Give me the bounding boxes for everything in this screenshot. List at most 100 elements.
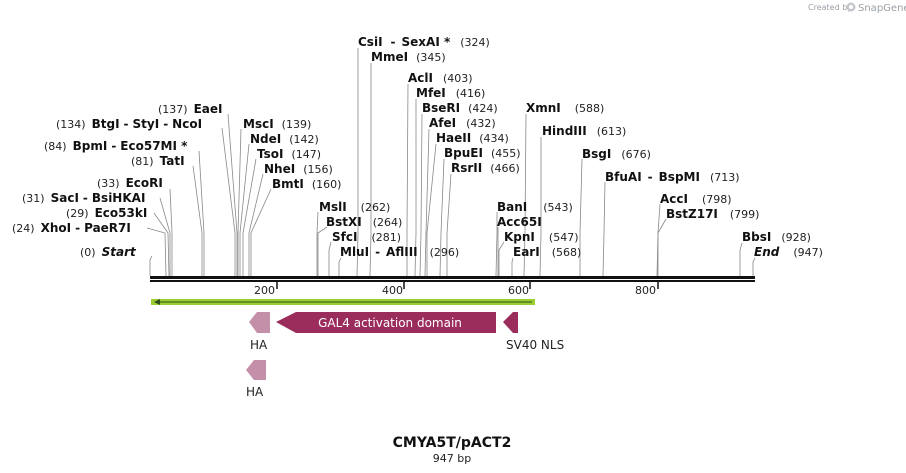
leader-bsgi (579, 158, 583, 276)
enzyme-labels: (0) Start (24) XhoI - PaeR7I (29) Eco53kI (31… (12, 35, 823, 259)
leader-afei (424, 128, 430, 277)
leader-hindiii (539, 137, 542, 277)
enzyme-label-xhoi[interactable]: (24) XhoI - PaeR7I (12, 221, 131, 235)
leader-ndei (239, 143, 250, 276)
enzyme-label-eari[interactable]: EarI (568) (513, 245, 581, 259)
enzyme-label-bpmi[interactable]: (84) BpmI - Eco57MI * (44, 139, 188, 153)
leader-acli (406, 83, 409, 276)
enzyme-label-csii[interactable]: CsiI - SexAI * (324) (358, 35, 490, 49)
enzyme-label-eco53ki[interactable]: (29) Eco53kI (66, 206, 147, 220)
start-label[interactable]: (0) Start (80, 245, 137, 259)
leader-tsoi (242, 158, 257, 276)
leader-rsrii (446, 173, 452, 276)
enzyme-label-bpuei[interactable]: BpuEI (455) (444, 146, 521, 160)
leader-eco53ki (153, 212, 170, 277)
enzyme-label-msci[interactable]: MscI (139) (243, 117, 311, 131)
leader-mfei (414, 99, 417, 277)
enzyme-label-mfei[interactable]: MfeI (416) (416, 86, 485, 100)
ruler-label-400: 400 (382, 284, 403, 297)
feature-label-ha-1: HA (250, 338, 268, 352)
leader-bani (495, 212, 498, 277)
enzyme-label-rsrii[interactable]: RsrII (466) (451, 161, 520, 175)
enzyme-label-acci[interactable]: AccI (798) (660, 192, 732, 206)
leader-tati (192, 165, 203, 276)
enzyme-label-msli[interactable]: MslI (262) (319, 200, 390, 214)
feature-ha-2[interactable]: HA (246, 360, 266, 399)
leader-msci (237, 128, 242, 276)
enzyme-label-sfci[interactable]: SfcI (281) (332, 230, 401, 244)
enzyme-label-mlui[interactable]: MluI - AflIII (296) (340, 245, 459, 259)
leader-nhei (248, 173, 264, 276)
leader-haeii (426, 143, 437, 276)
enzyme-label-ecori[interactable]: (33) EcoRI (97, 176, 163, 190)
leader-bpmi (198, 150, 205, 276)
enzyme-label-haeii[interactable]: HaeII (434) (436, 131, 509, 145)
leader-mlui (338, 257, 342, 276)
enzyme-label-ndei[interactable]: NdeI (142) (250, 132, 319, 146)
leader-bpuei (439, 158, 445, 277)
enzyme-label-bbsi[interactable]: BbsI (928) (742, 230, 811, 244)
feature-label-gal4: GAL4 activation domain (318, 316, 462, 330)
leader-bfuai (602, 181, 606, 277)
leader-bstxi (317, 226, 328, 276)
enzyme-label-afei[interactable]: AfeI (432) (429, 116, 496, 130)
snapgene-credit: Created by SnapGene (808, 2, 906, 14)
feature-label-sv40-nls: SV40 NLS (506, 338, 564, 352)
feature-ha-1[interactable]: HA (249, 312, 270, 352)
leader-bmti (250, 188, 272, 276)
enzyme-label-nhei[interactable]: NheI (156) (264, 162, 333, 176)
feature-sv40-nls[interactable]: SV40 NLS (503, 312, 564, 352)
enzyme-label-kpni[interactable]: KpnI (547) (504, 230, 579, 244)
credit-brand[interactable]: SnapGene (858, 3, 906, 14)
leader-saci (159, 197, 171, 276)
leader-ecori (169, 188, 173, 276)
leader-bstz17i (657, 218, 667, 276)
enzyme-label-bstz17i[interactable]: BstZ17I (799) (666, 207, 759, 221)
enzyme-label-hindiii[interactable]: HindIII (613) (542, 124, 626, 138)
enzyme-label-mmei[interactable]: MmeI (345) (371, 50, 446, 64)
end-label[interactable]: End (947) (754, 245, 823, 259)
enzyme-label-tati[interactable]: (81) TatI (131, 154, 185, 168)
leader-csii (356, 48, 359, 277)
enzyme-label-bani[interactable]: BanI (543) (497, 200, 573, 214)
snapgene-logo-icon (846, 2, 856, 12)
sequence-length: 947 bp (433, 452, 471, 465)
ruler-label-600: 600 (508, 284, 529, 297)
enzyme-label-bfuai[interactable]: BfuAI - BspMI (713) (605, 170, 740, 184)
leader-xmni (523, 113, 527, 277)
leader-eaei (227, 113, 238, 276)
enzyme-leader-lines (146, 48, 756, 277)
leader-acci (656, 203, 661, 277)
leader-bseri (419, 113, 423, 277)
enzyme-label-xmni[interactable]: XmnI (588) (526, 101, 604, 115)
leader-sfci (328, 241, 332, 276)
leader-start (149, 255, 153, 276)
enzyme-label-bseri[interactable]: BseRI (424) (422, 101, 498, 115)
enzyme-label-saci[interactable]: (31) SacI - BsiHKAI (22, 191, 145, 205)
ruler-label-800: 800 (635, 284, 656, 297)
sequence-backbone[interactable] (150, 276, 755, 282)
leader-xhoi (146, 227, 167, 277)
enzyme-label-bstxi[interactable]: BstXI (264) (326, 215, 402, 229)
leader-bbsi (739, 242, 743, 276)
enzyme-label-bmti[interactable]: BmtI (160) (272, 177, 341, 191)
enzyme-label-btgi[interactable]: (134) BtgI - StyI - NcoI (56, 117, 202, 131)
enzyme-label-tsoi[interactable]: TsoI (147) (257, 147, 321, 161)
credit-prefix: Created by (808, 3, 852, 12)
ruler-label-200: 200 (254, 284, 275, 297)
map-title: CMYA5T/pACT2 (393, 435, 512, 451)
leader-msli (316, 211, 319, 276)
enzyme-label-acc65i[interactable]: Acc65I (497, 215, 542, 229)
feature-gal4-activation-domain[interactable]: GAL4 activation domain (276, 312, 496, 333)
ruler: 200 400 600 800 (254, 282, 659, 297)
leader-eari (511, 257, 514, 276)
leader-end (752, 257, 756, 276)
leader-mmei (369, 63, 372, 277)
leader-btgi (221, 127, 236, 276)
enzyme-label-eaei[interactable]: (137) EaeI (158, 102, 223, 116)
enzyme-label-bsgi[interactable]: BsgI (676) (582, 147, 651, 161)
enzyme-label-acli[interactable]: AclI (403) (408, 71, 473, 85)
orf-arrow[interactable] (151, 299, 535, 305)
leader-kpni (498, 241, 505, 276)
